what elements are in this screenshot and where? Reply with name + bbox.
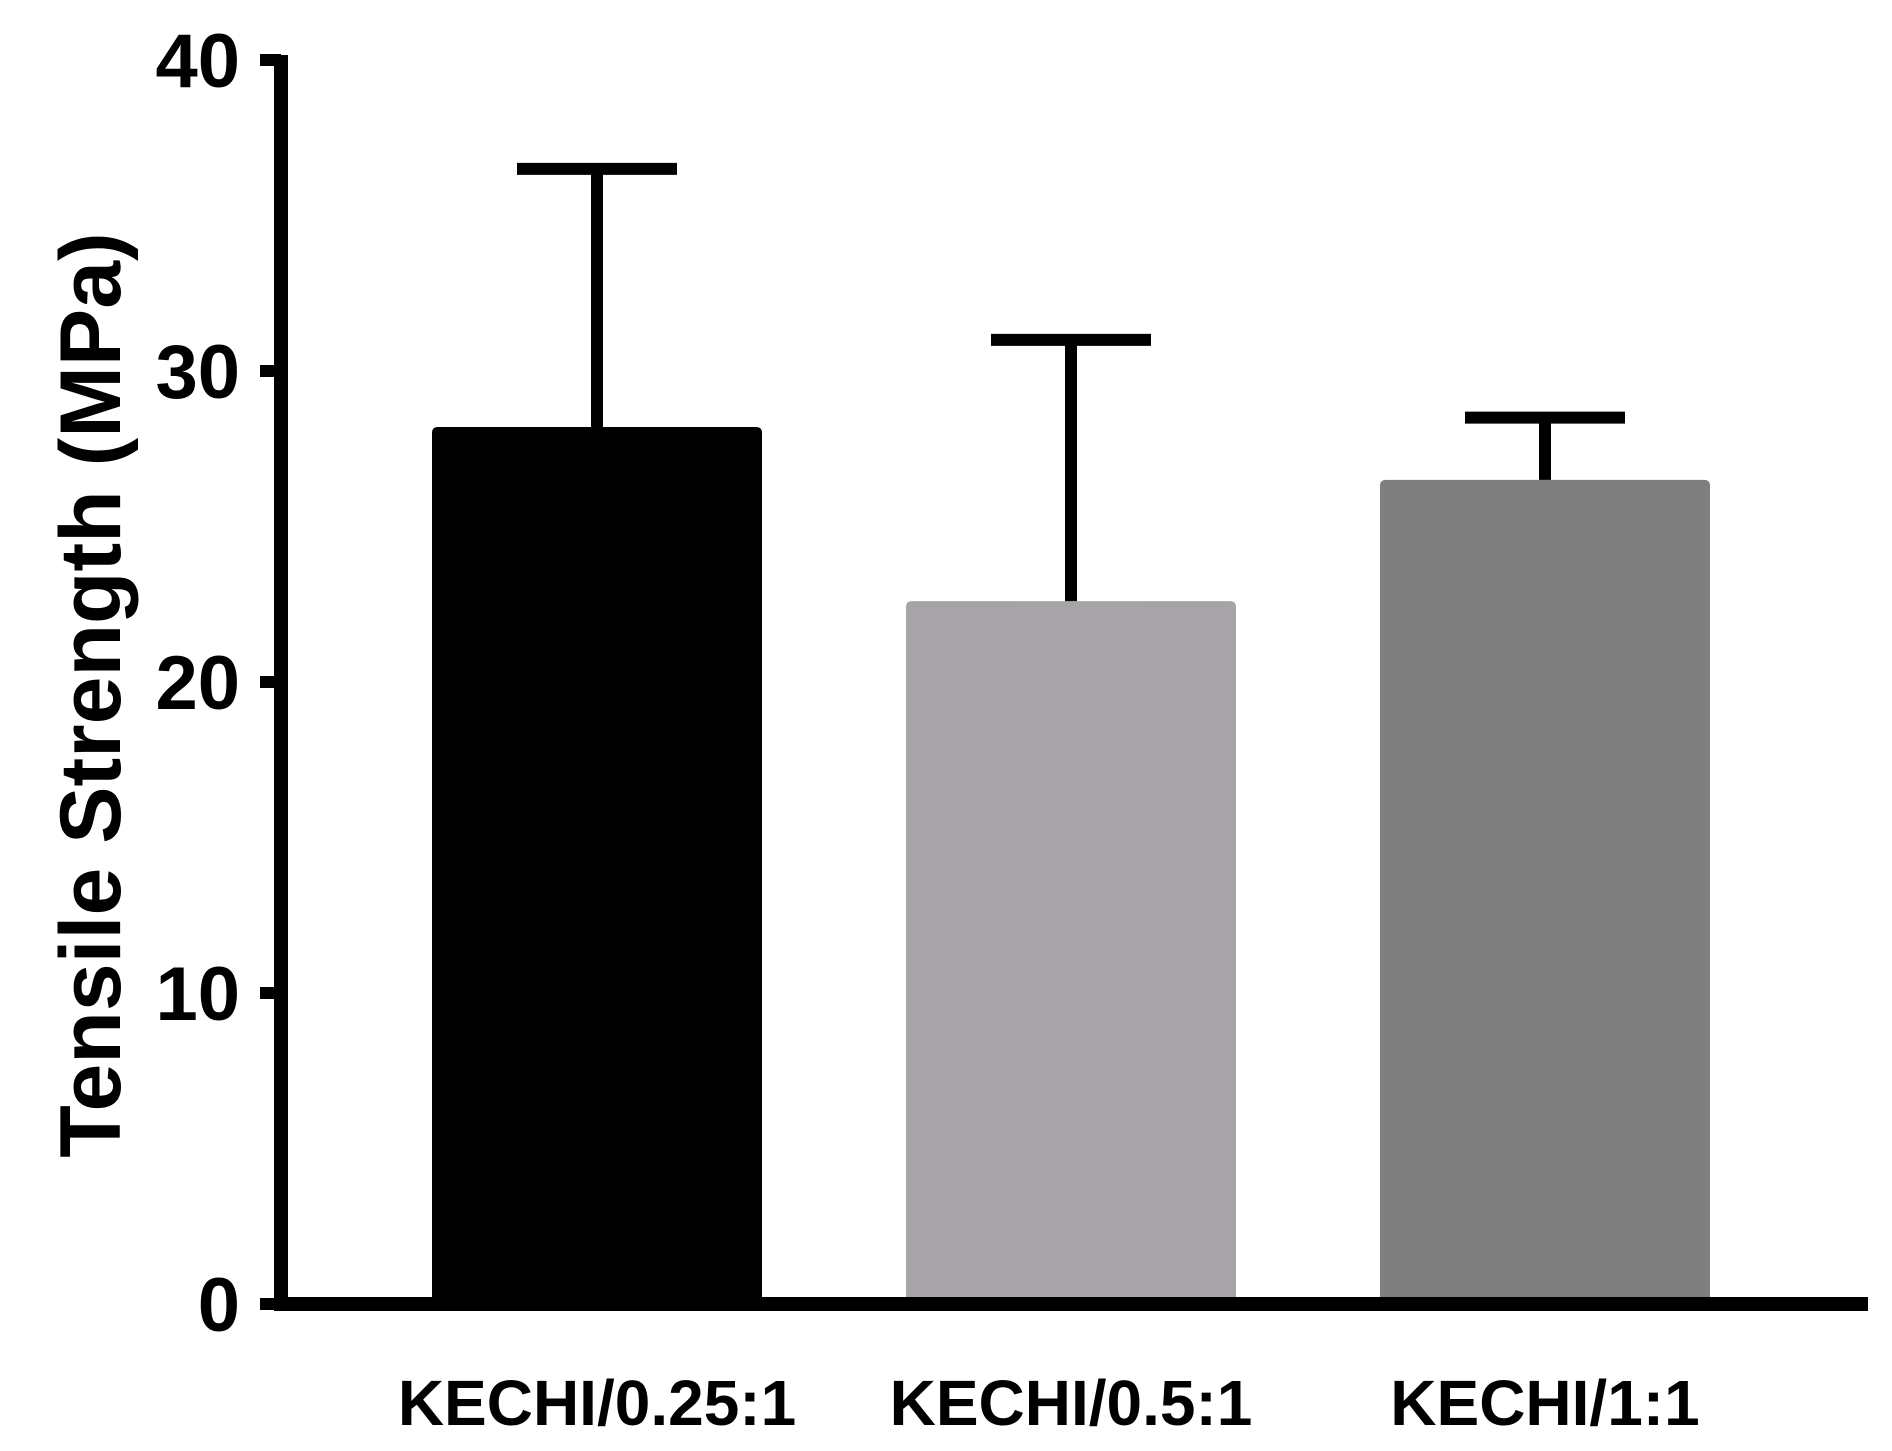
y-tick-label: 10 [155,952,240,1037]
error-bars-group [517,162,1625,602]
y-axis-title: Tensile Strength (MPa) [43,232,139,1157]
x-category-label: KECHI/1:1 [1390,1367,1699,1439]
bar-3 [1380,479,1710,1305]
y-tick-label: 30 [155,330,240,415]
bar-2 [906,601,1236,1304]
bars-group [432,426,1710,1305]
y-tick-label: 0 [198,1263,240,1348]
y-ticks-group: 0 10 20 30 40 [155,19,281,1348]
y-tick-label: 20 [155,641,240,726]
x-labels-group: KECHI/0.25:1 KECHI/0.5:1 KECHI/1:1 [398,1367,1700,1439]
x-category-label: KECHI/0.25:1 [398,1367,796,1439]
x-category-label: KECHI/0.5:1 [890,1367,1253,1439]
y-tick-label: 40 [155,19,240,104]
bar-1 [432,426,762,1305]
